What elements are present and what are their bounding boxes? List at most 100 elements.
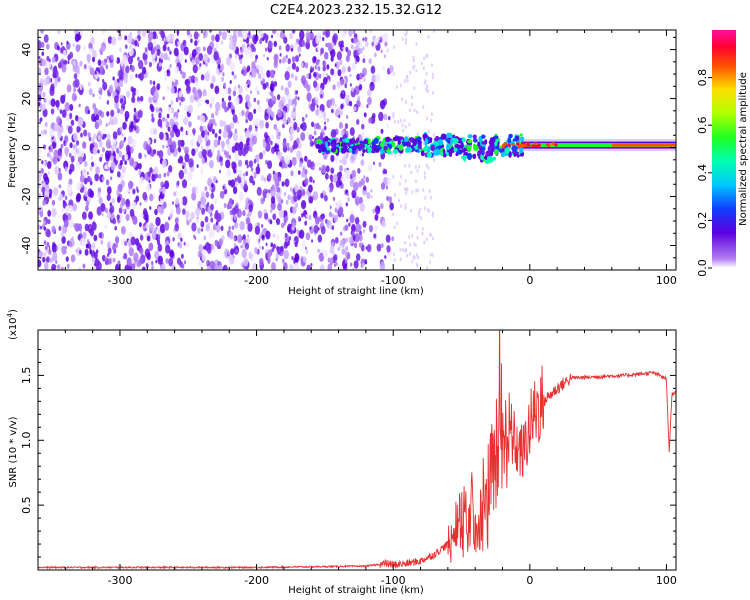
- spectrogram-cell: [148, 61, 152, 68]
- spectrogram-cell: [146, 235, 151, 242]
- spectrogram-cell: [46, 152, 50, 158]
- spectrogram-cell: [311, 63, 314, 68]
- spectrogram-cell: [177, 40, 181, 47]
- spectrogram-cell: [306, 92, 312, 102]
- spectrogram-cell: [264, 112, 269, 121]
- spectrogram-cell: [65, 256, 69, 262]
- spectrogram-cell: [52, 267, 55, 270]
- spectrogram-cell: [256, 69, 260, 74]
- spectrogram-cell: [190, 211, 195, 220]
- signal-band-cell: [520, 136, 525, 142]
- spectrogram-cell: [53, 80, 58, 88]
- spectrogram-cell: [265, 39, 268, 44]
- spectrogram-cell: [323, 116, 327, 121]
- signal-band-cell: [453, 138, 459, 144]
- spectrogram-cell: [200, 74, 205, 81]
- spectrogram-cell: [201, 148, 207, 158]
- spectrogram-cell: [340, 265, 343, 270]
- spectrogram-cell: [185, 210, 190, 218]
- spectrogram-cell: [270, 140, 273, 146]
- spectrogram-cell: [270, 111, 275, 118]
- spectrogram-cell: [66, 40, 69, 45]
- spectrogram-cell: [344, 169, 351, 180]
- spectrogram-cell: [359, 151, 364, 158]
- spectrogram-cell: [240, 182, 244, 189]
- spectrogram-cell: [57, 76, 61, 82]
- spectrogram-cell: [84, 186, 87, 190]
- spectrogram-cell: [129, 157, 135, 167]
- spectrogram-cell: [418, 30, 421, 33]
- spectrogram-cell: [371, 74, 377, 83]
- spectrogram-cell: [181, 253, 184, 259]
- spectrogram-cell: [401, 37, 404, 42]
- spectrogram-cell: [344, 258, 348, 264]
- spectrogram-cell: [237, 52, 240, 57]
- spectrogram-cell: [324, 30, 331, 38]
- spectrogram-cell: [313, 71, 317, 78]
- signal-band-cell: [348, 148, 353, 152]
- spectrogram-cell: [160, 30, 165, 39]
- signal-band-cell: [332, 146, 336, 152]
- spectrogram-cell: [304, 220, 308, 226]
- spectrogram-cell: [380, 128, 384, 134]
- spectrogram-y-tick-label: -20: [20, 188, 33, 206]
- signal-band-cell: [488, 140, 495, 144]
- signal-band-hot-cell: [551, 142, 555, 146]
- spectrogram-cell: [254, 225, 261, 235]
- spectrogram-cell: [340, 174, 346, 183]
- spectrogram-cell: [289, 264, 294, 270]
- spectrogram-cell: [227, 87, 232, 95]
- spectrogram-cell: [107, 36, 113, 44]
- spectrogram-cell: [416, 235, 419, 240]
- signal-band-cell: [481, 141, 486, 145]
- spectrogram-cell: [59, 184, 62, 189]
- signal-band-cell: [453, 147, 458, 152]
- signal-band-cell: [397, 140, 401, 145]
- spectrogram-cell: [384, 41, 388, 47]
- spectrogram-cell: [362, 37, 365, 41]
- spectrogram-cell: [210, 123, 213, 128]
- spectrogram-cell: [136, 96, 141, 102]
- spectrogram-cell: [416, 30, 419, 34]
- spectrogram-cell: [119, 107, 124, 115]
- spectrogram-cell: [361, 152, 365, 157]
- spectrogram-cell: [178, 147, 182, 153]
- spectrogram-cell: [234, 153, 240, 162]
- spectrogram-cell: [200, 168, 204, 175]
- spectrogram-cell: [302, 167, 305, 172]
- spectrogram-cell: [64, 166, 68, 172]
- spectrogram-cell: [410, 170, 413, 175]
- spectrogram-cell: [221, 76, 224, 82]
- spectrogram-cell: [293, 194, 298, 203]
- spectrogram-cell: [79, 174, 85, 183]
- spectrogram-cell: [127, 55, 134, 65]
- signal-band-cell: [418, 148, 422, 152]
- spectrogram-x-tick-label: 0: [526, 274, 533, 287]
- spectrogram-cell: [91, 49, 97, 59]
- spectrogram-cell: [278, 45, 282, 51]
- spectrogram-cell: [41, 58, 47, 67]
- spectrogram-cell: [130, 86, 134, 93]
- spectrogram-cell: [234, 128, 238, 134]
- spectrogram-cell: [90, 36, 95, 45]
- spectrogram-cell: [201, 228, 204, 232]
- spectrogram-cell: [290, 170, 294, 177]
- spectrogram-cell: [237, 30, 242, 38]
- spectrogram-cell: [95, 114, 100, 121]
- spectrogram-cell: [344, 251, 348, 257]
- spectrogram-cell: [221, 146, 225, 153]
- spectrogram-cell: [229, 197, 233, 205]
- spectrogram-cell: [302, 190, 306, 196]
- spectrogram-cell: [215, 42, 219, 49]
- spectrogram-cell: [161, 263, 166, 270]
- spectrogram-cell: [283, 56, 287, 63]
- spectrogram-cell: [309, 69, 312, 74]
- spectrogram-cell: [413, 64, 416, 69]
- spectrogram-cell: [61, 245, 67, 255]
- spectrogram-cell: [277, 150, 283, 160]
- spectrogram-cell: [422, 66, 425, 71]
- spectrogram-cell: [204, 129, 208, 136]
- spectrogram-cell: [180, 237, 183, 242]
- signal-band-cell: [420, 150, 425, 157]
- spectrogram-cell: [192, 128, 196, 135]
